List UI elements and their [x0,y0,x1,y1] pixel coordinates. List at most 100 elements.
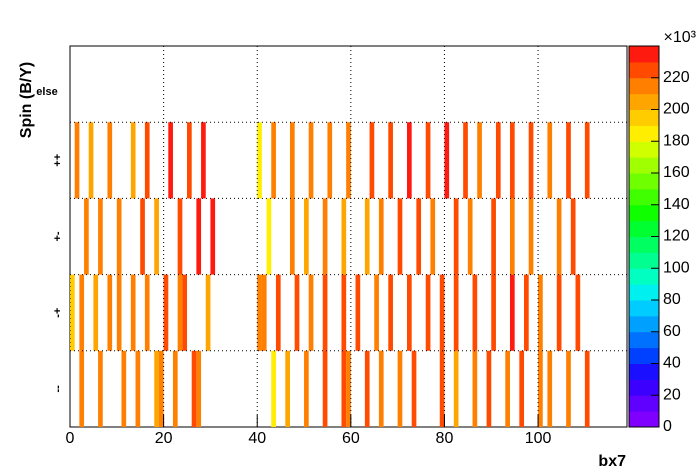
cell [491,274,496,351]
cell [341,350,347,427]
cell [388,274,393,351]
cell [70,274,75,351]
y-axis-title: Spin (B/Y) [18,62,35,138]
colorbar-band [629,411,659,428]
cell [172,350,178,427]
cell [472,350,478,427]
cell [201,122,206,199]
colorbar-band [629,173,659,190]
cell [346,350,351,427]
cell [519,350,525,427]
cell [566,350,571,427]
x-tick-label: 100 [525,430,552,447]
cell [495,122,501,199]
colorbar-band [629,220,659,237]
cell [528,122,534,199]
cell [261,274,267,351]
z-tick-label: 40 [663,355,681,372]
cell [355,274,361,351]
cell [439,274,445,351]
cell [425,274,431,351]
y-tick-label: ++ [52,154,64,167]
cell [570,198,576,275]
cell [584,350,590,427]
cell [98,350,103,427]
cell [341,198,347,275]
cell [407,122,412,199]
cell [210,198,216,275]
z-tick-label: 100 [663,259,690,276]
colorbar-band [629,125,659,142]
x-tick-label: 20 [155,430,173,447]
cell [439,350,445,427]
colorbar-band [629,363,659,380]
colorbar-band [629,236,659,253]
cell [547,350,553,427]
cell [107,274,113,351]
cell [327,122,333,199]
cell [304,350,309,427]
cell [93,274,99,351]
cell [538,350,543,427]
cell [271,350,276,427]
colorbar-band [629,379,659,396]
z-tick-label: 200 [663,101,690,118]
colorbar-band [629,61,659,79]
cell [509,198,515,275]
cell [308,274,314,351]
cell [84,198,89,275]
cell [289,122,295,199]
cell [467,198,473,275]
cell [486,350,492,427]
colorbar-band [629,46,659,63]
cell [257,122,262,199]
cell [168,122,173,199]
cell [556,198,562,275]
cell [140,198,145,275]
colorbar-band [629,268,659,285]
cell [196,350,202,427]
cell [509,122,515,199]
cell [79,350,85,427]
z-tick-label: 120 [663,228,690,245]
colorbar-band [629,395,659,412]
x-tick-label: 60 [342,430,360,447]
x-tick-label: 80 [436,430,454,447]
cell [285,350,290,427]
cell [505,350,510,427]
x-tick-label: 0 [66,430,75,447]
cell [196,198,202,275]
cell [177,198,183,275]
cell [491,198,496,275]
cell [74,122,80,199]
cell [369,122,375,199]
y-tick-label: -- [52,385,64,393]
cell [144,274,150,351]
cell [130,274,136,351]
cell [378,198,384,275]
colorbar-band [629,331,659,349]
colorbar-band [629,188,659,206]
cell [121,350,127,427]
colorbar-band [629,93,659,110]
cell [144,122,150,199]
colorbar-band [629,300,659,317]
cell [411,350,417,427]
z-tick-label: 140 [663,196,690,213]
cell [322,350,328,427]
cell [364,350,370,427]
cell [463,122,468,199]
cell [509,274,515,351]
x-axis-title: bx7 [598,453,626,470]
cell [88,122,94,199]
cell [453,274,459,351]
cell [177,274,183,351]
z-tick-label: 180 [663,132,690,149]
colorbar-band [629,141,659,158]
colorbar-band [629,109,659,126]
cell [154,198,159,275]
cell [374,274,379,351]
colorbar-band [629,77,659,95]
cell [257,274,262,351]
